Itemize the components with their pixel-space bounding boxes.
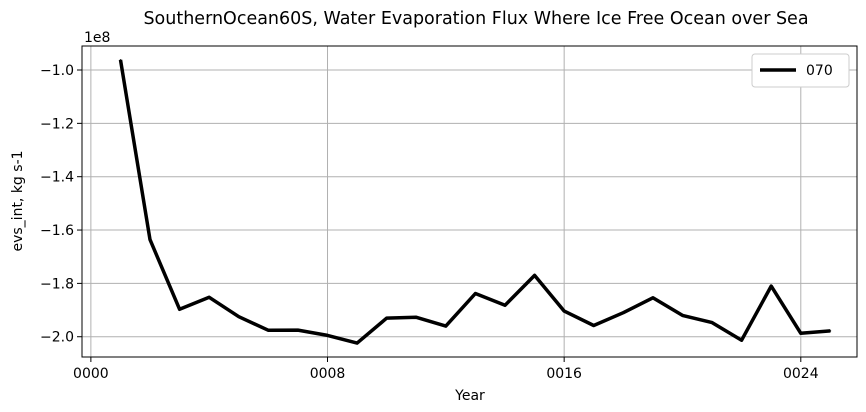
legend: 070 — [751, 53, 850, 88]
data-point — [445, 325, 447, 327]
y-offset-text: 1e8 — [84, 30, 110, 46]
series-line-070 — [118, 59, 831, 345]
y-tick-label: −1.0 — [40, 63, 74, 79]
y-tick-label: −1.8 — [40, 276, 74, 292]
y-tick-label: −1.2 — [40, 116, 74, 132]
data-point — [208, 296, 210, 299]
x-tick-label: 0008 — [310, 366, 346, 382]
data-point — [356, 342, 358, 344]
y-axis-label: evs_int, kg s-1 — [10, 150, 26, 251]
legend-box — [751, 53, 850, 88]
x-axis-label: Year — [454, 388, 485, 404]
data-point — [652, 297, 654, 299]
data-point — [149, 238, 151, 241]
data-point — [829, 330, 832, 332]
data-point — [178, 308, 181, 311]
data-point — [711, 321, 713, 324]
data-point — [504, 304, 506, 307]
y-axis: −1.0 −1.2 −1.4 −1.6 −1.8 −2.0 — [40, 63, 82, 346]
data-point — [267, 329, 270, 332]
data-point — [385, 317, 388, 319]
x-tick-label: 0016 — [546, 366, 582, 382]
chart-title: SouthernOcean60S, Water Evaporation Flux… — [143, 9, 808, 29]
data-point — [740, 339, 743, 342]
data-point — [800, 332, 802, 335]
x-tick-label: 0024 — [783, 366, 819, 382]
x-axis: 0000 0008 0016 0024 — [73, 357, 819, 382]
data-point — [238, 315, 240, 318]
data-point — [119, 59, 122, 61]
x-tick-label: 0000 — [73, 366, 109, 382]
y-tick-label: −1.4 — [40, 170, 74, 186]
data-point — [592, 324, 595, 327]
y-tick-label: −2.0 — [40, 330, 74, 346]
series-layer — [118, 59, 832, 345]
grid — [82, 46, 857, 357]
data-point — [681, 314, 684, 317]
y-tick-label: −1.6 — [40, 223, 74, 239]
data-point — [415, 316, 418, 319]
data-point — [533, 274, 536, 277]
plot-frame — [81, 45, 858, 358]
data-point — [474, 292, 477, 295]
data-point — [770, 285, 772, 287]
data-point — [326, 334, 329, 337]
data-point — [622, 311, 625, 314]
legend-label-070: 070 — [806, 63, 833, 79]
data-point — [297, 329, 299, 331]
data-point — [563, 310, 565, 312]
